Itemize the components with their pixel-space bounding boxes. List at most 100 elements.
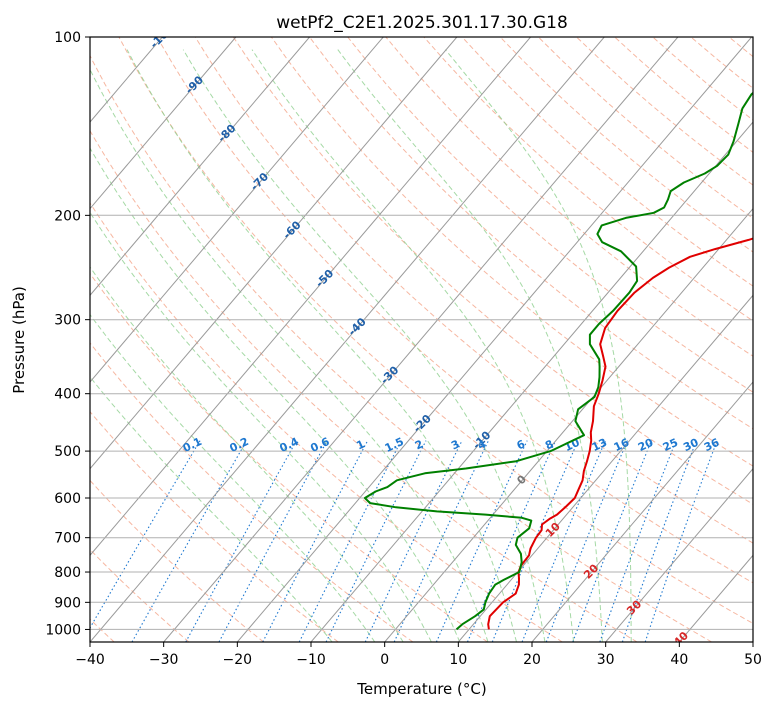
dewpoint-profile-line	[363, 91, 753, 631]
isotherm-line	[90, 37, 458, 470]
x-axis-title: Temperature (°C)	[356, 680, 486, 698]
mixing-ratio-line	[185, 440, 297, 642]
y-tick-label: 700	[54, 531, 81, 547]
mixing-ratio-label: 0.2	[228, 435, 251, 455]
mixing-ratio-label: 16	[612, 436, 632, 454]
mixing-ratio-labels: 0.1 0.2 0.4 0.6 1 1.5 2 3 4 6 8 10 13 16 20 25 30 36	[181, 435, 722, 455]
mixing-ratio-line	[621, 440, 698, 642]
moist-adiabat-line	[90, 266, 404, 642]
dry-adiabat-line	[308, 37, 753, 430]
dry-adiabat-line	[651, 37, 753, 121]
mixing-ratio-label: 36	[702, 436, 722, 454]
mixing-ratio-label: 13	[590, 436, 609, 454]
moist-adiabat-line	[90, 313, 376, 642]
mixing-ratio-label: 0.1	[181, 435, 204, 455]
mixing-ratio-label: 2	[413, 437, 425, 452]
plot-frame	[89, 36, 754, 643]
mixing-ratio-label: 3	[449, 437, 461, 452]
mixing-ratio-label: 0.6	[308, 435, 331, 455]
dry-adiabat-line	[232, 37, 753, 505]
x-tick-label: 50	[744, 652, 762, 668]
isotherm-line	[457, 294, 753, 642]
isotherm-line	[90, 37, 384, 383]
y-tick-label: 400	[54, 387, 81, 403]
mixing-ratio-line	[131, 440, 248, 642]
moist-adiabat-line	[182, 49, 546, 642]
dry-adiabat-line	[156, 37, 753, 584]
isotherm-line	[90, 37, 310, 297]
dry-adiabat-line	[90, 548, 190, 642]
mixing-ratio-label: 1	[354, 437, 366, 452]
axes: −40 −30 −20 −10 0 10 20 30 40 50 100 200 300 400 500 60…	[45, 30, 762, 668]
chart-title: wetPf2_C2E1.2025.301.17.30.G18	[276, 13, 568, 33]
dry-adiabat-line	[90, 342, 414, 642]
mixing-ratio-line	[325, 440, 427, 642]
isotherm-line	[531, 381, 753, 642]
mixing-ratio-line	[262, 440, 369, 642]
y-axis-title: Pressure (hPa)	[10, 286, 28, 394]
x-tick-label: 10	[449, 652, 467, 668]
dry-adiabat-line	[194, 37, 753, 544]
x-tick-label: −20	[223, 652, 253, 668]
isotherm-line	[384, 207, 753, 642]
background-lines	[90, 0, 775, 642]
pressure-gridlines	[90, 37, 753, 630]
mixing-ratio-line	[90, 440, 201, 629]
x-tick-label: 20	[523, 652, 541, 668]
dry-adiabat-line	[118, 37, 753, 624]
dry-adiabat-line	[90, 54, 712, 642]
isotherm-line	[752, 641, 753, 642]
temperature-profile-line	[487, 237, 753, 630]
isotherm-line	[90, 37, 237, 210]
x-tick-label: 0	[380, 652, 389, 668]
mixing-ratio-label: 30	[681, 436, 701, 454]
mixing-ratio-line	[218, 440, 328, 642]
dry-adiabat-line	[623, 0, 775, 642]
isotherm-line	[163, 37, 679, 642]
dry-adiabat-line	[347, 37, 753, 393]
isotherm-line	[605, 467, 753, 642]
y-tick-label: 100	[54, 30, 81, 46]
y-tick-label: 500	[54, 444, 81, 460]
dry-adiabat-line	[270, 37, 753, 467]
dry-adiabat-line	[575, 37, 753, 186]
mixing-ratio-line	[644, 440, 718, 642]
dry-adiabat-line	[90, 479, 264, 642]
moist-adiabat-line	[251, 49, 575, 642]
x-tick-label: −30	[149, 652, 179, 668]
dry-adiabat-line	[90, 129, 638, 642]
mixing-ratio-line	[599, 440, 677, 642]
y-tick-label: 1000	[45, 622, 81, 638]
x-tick-label: 30	[597, 652, 615, 668]
isotherm-line	[236, 37, 752, 642]
isotherm-line	[90, 37, 605, 642]
y-tick-label: 800	[54, 565, 81, 581]
isotherm-line	[90, 37, 531, 557]
x-tick-label: 40	[670, 652, 688, 668]
mixing-ratio-label: 1.5	[383, 435, 406, 455]
isotherm-line	[310, 121, 753, 642]
mixing-ratio-line	[466, 440, 557, 642]
moist-adiabat-line	[445, 49, 632, 642]
moist-adiabat-line	[126, 49, 517, 642]
dry-adiabat-line	[385, 37, 753, 357]
moist-adiabat-line	[90, 147, 461, 642]
moist-adiabat-line	[90, 68, 489, 642]
mixing-ratio-label: 25	[661, 436, 680, 454]
sounding-profiles	[363, 91, 753, 631]
dry-adiabat-line	[613, 37, 753, 153]
x-tick-label: −10	[296, 652, 326, 668]
moist-adiabat-line	[90, 376, 333, 642]
x-tick-label: −40	[75, 652, 105, 668]
y-tick-label: 300	[54, 313, 81, 329]
y-tick-label: 600	[54, 491, 81, 507]
dry-adiabat-line	[90, 410, 339, 642]
mixing-ratio-label: 10	[562, 436, 582, 454]
mixing-ratio-line	[545, 440, 628, 642]
y-tick-label: 200	[54, 208, 81, 224]
dry-adiabat-line	[690, 37, 753, 89]
y-tick-label: 900	[54, 595, 81, 611]
mixing-ratio-label: 0.4	[278, 435, 301, 455]
